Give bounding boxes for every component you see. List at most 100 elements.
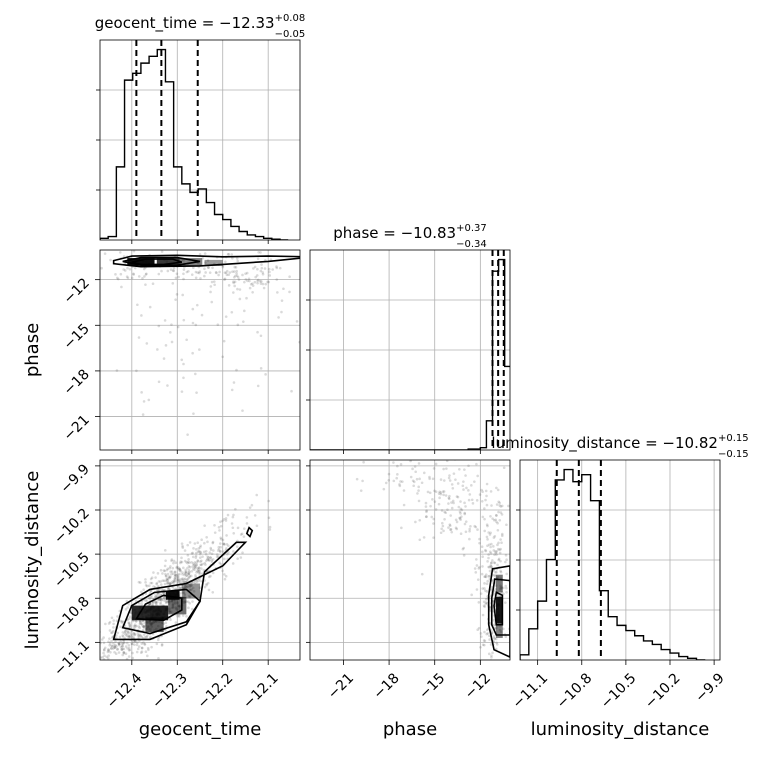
scatter-point [250,503,254,507]
scatter-point [100,641,102,645]
scatter-point [489,514,492,518]
scatter-point [130,635,133,639]
scatter-point [159,602,162,606]
scatter-point [267,499,270,503]
scatter-point [166,269,170,273]
scatter-point [454,526,458,530]
scatter-point [194,548,198,551]
scatter-point [498,672,501,675]
scatter-point [77,699,80,702]
scatter-point [119,619,122,623]
scatter-point [137,336,141,339]
scatter-point [107,640,110,644]
scatter-point [109,258,112,262]
scatter-point [485,582,489,586]
scatter-point [196,271,200,274]
scatter-point [127,635,130,639]
scatter-point [160,598,163,602]
scatter-point [219,520,222,524]
scatter-point [477,601,481,604]
scatter-point [115,634,118,637]
scatter-point [157,580,161,583]
scatter-point [160,598,163,602]
scatter-point [194,323,198,327]
scatter-point [130,276,134,280]
scatter-point [181,544,184,548]
scatter-point [121,645,124,648]
scatter-point [193,568,196,572]
scatter-point [387,472,391,476]
scatter-point [57,272,60,275]
scatter-point [496,547,500,551]
scatter-point [124,645,128,648]
scatter-point [252,267,255,270]
scatter-point [137,602,141,605]
density-cell-1 [495,574,503,593]
scatter-point [123,632,126,635]
scatter-point [185,615,188,618]
scatter-point [495,514,498,517]
scatter-point [199,551,203,554]
scatter-point [120,285,123,289]
scatter-point [241,409,244,412]
scatter-point [141,277,144,280]
scatter-point [490,565,493,569]
scatter-point [191,562,195,565]
scatter-point [119,625,122,629]
scatter-point [122,647,126,651]
scatter-point [163,564,167,568]
ytick-label: −12 [61,275,93,307]
scatter-point [456,482,460,485]
scatter-point [144,578,147,581]
scatter-point [251,282,254,285]
scatter-point [200,567,203,570]
scatter-point [173,570,177,574]
scatter-point [120,648,124,652]
scatter-point [186,553,190,557]
scatter-point [138,622,142,626]
scatter-point [493,701,496,704]
scatter-point [483,575,486,578]
scatter-point [235,545,239,548]
scatter-point [480,572,484,576]
scatter-point [133,240,136,243]
scatter-point [182,362,185,366]
scatter-point [268,270,271,274]
scatter-point [119,640,122,643]
scatter-point [178,581,182,584]
scatter-point [164,574,168,578]
scatter-point [180,358,184,362]
scatter-point [247,277,251,281]
scatter-point [157,324,161,328]
scatter-point [168,576,171,580]
scatter-point [206,558,209,561]
scatter-point [487,565,490,569]
scatter-point [431,477,435,481]
scatter-point [256,278,260,282]
scatter-point [490,654,493,657]
scatter-point [203,541,206,545]
scatter-point [120,648,123,651]
scatter-point [439,478,443,481]
scatter-point [128,617,131,620]
scatter-point [483,587,486,590]
xaxis-label-luminosity_distance: luminosity_distance [531,719,710,740]
scatter-point [245,516,249,519]
scatter-point [198,546,202,549]
scatter-point [143,642,147,646]
scatter-point [195,580,199,584]
scatter-point [185,585,189,589]
scatter-point [133,633,137,636]
contour-2 [134,594,183,622]
scatter-point [233,284,236,288]
contour-1 [121,588,202,635]
scatter-point [176,575,180,578]
scatter-point [196,559,200,562]
scatter-point [133,632,137,636]
scatter-point [275,266,279,270]
scatter-point [433,489,436,493]
scatter-point [207,575,211,579]
scatter-point [137,636,141,639]
scatter-point [494,550,497,553]
scatter-point [114,246,117,249]
